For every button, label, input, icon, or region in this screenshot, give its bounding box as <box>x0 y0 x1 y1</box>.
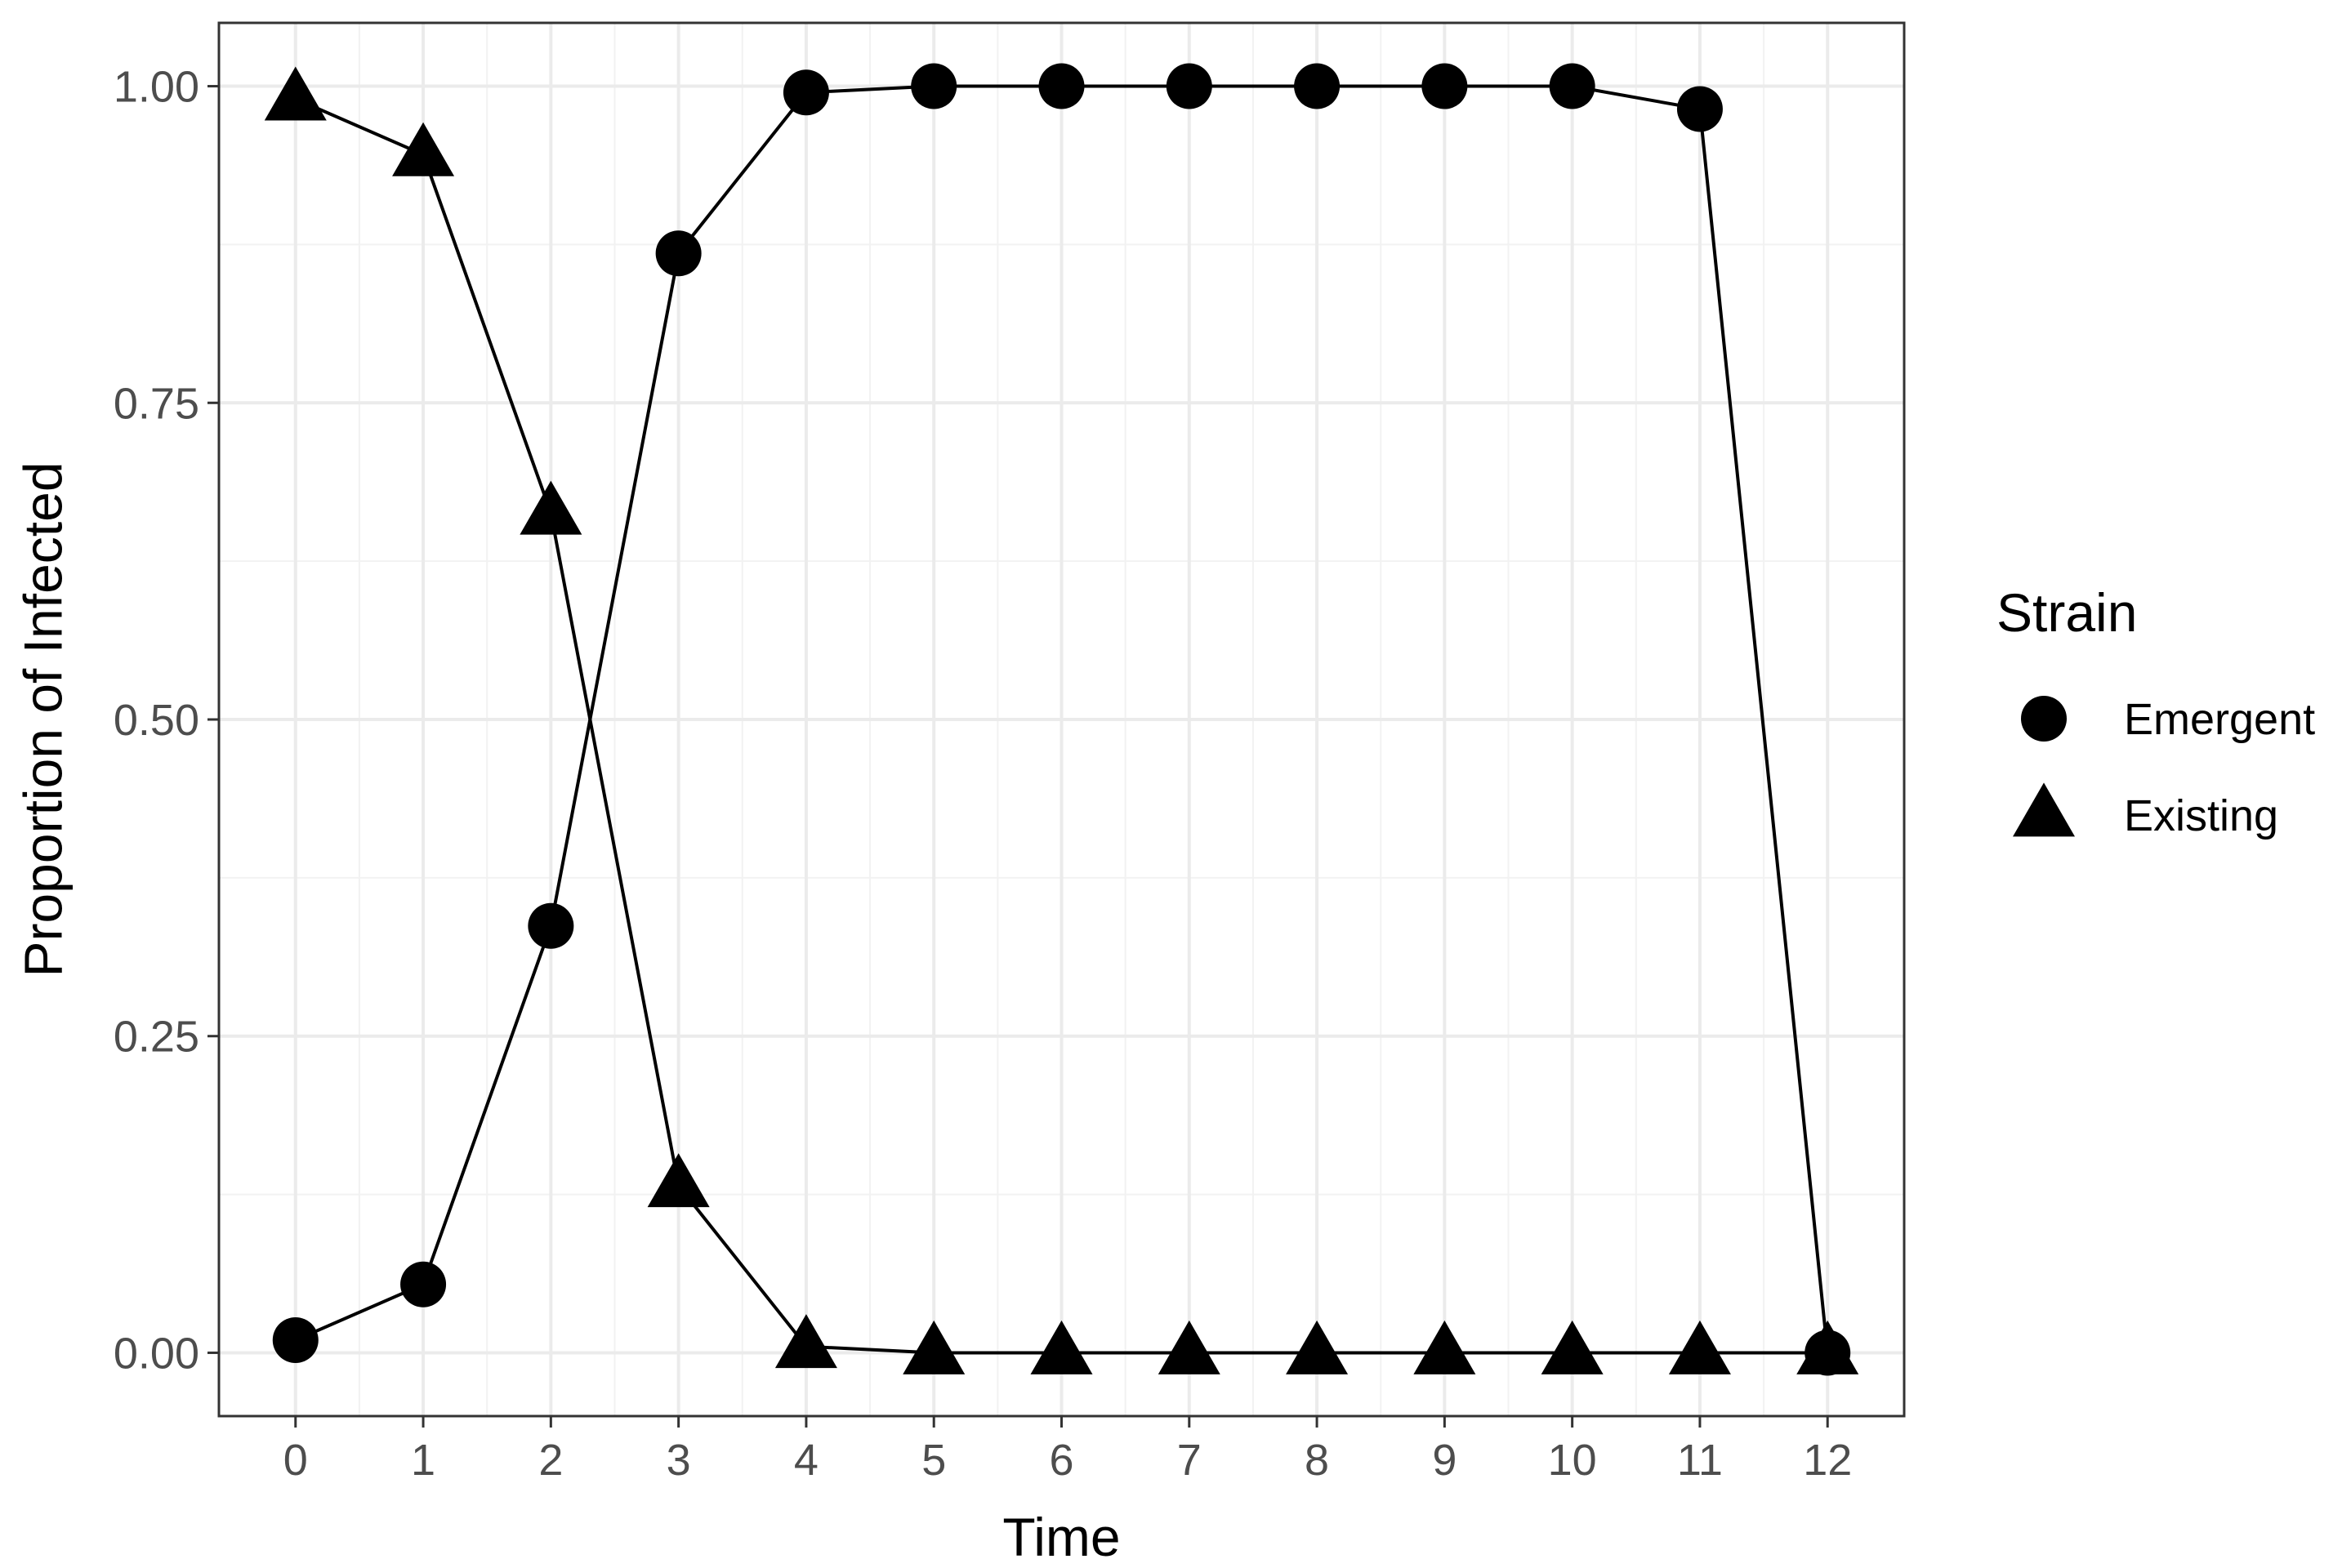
x-axis-title: Time <box>1002 1507 1120 1567</box>
legend-key-existing <box>2013 782 2075 837</box>
data-point-existing <box>1668 1320 1731 1374</box>
x-tick-label: 12 <box>1803 1436 1852 1485</box>
data-point-emergent <box>911 63 957 109</box>
legend: Strain Emergent Existing <box>1996 582 2315 840</box>
y-tick-label: 0.50 <box>114 696 199 745</box>
legend-label-emergent: Emergent <box>2124 695 2315 744</box>
axis-ticks <box>207 85 1829 1428</box>
y-axis-title: Proportion of Infected <box>12 461 73 977</box>
x-tick-label: 2 <box>538 1436 563 1485</box>
data-point-existing <box>1796 1320 1859 1374</box>
data-point-emergent <box>272 1316 319 1363</box>
x-tick-label: 3 <box>667 1436 691 1485</box>
data-point-emergent <box>400 1261 447 1307</box>
x-axis-tick-labels: 0 1 2 3 4 5 6 7 8 9 10 11 12 <box>283 1436 1853 1485</box>
data-point-existing <box>774 1314 837 1369</box>
x-tick-label: 11 <box>1677 1436 1723 1485</box>
data-point-existing <box>1541 1320 1604 1374</box>
data-point-emergent <box>1038 63 1085 109</box>
data-point-existing <box>520 480 582 535</box>
x-tick-label: 10 <box>1548 1436 1597 1485</box>
data-point-emergent <box>1676 86 1723 132</box>
data-point-emergent <box>655 230 702 277</box>
series-points <box>264 63 1859 1376</box>
legend-key-emergent <box>2021 696 2067 742</box>
data-point-emergent <box>528 902 574 949</box>
x-tick-label: 8 <box>1305 1436 1329 1485</box>
data-point-existing <box>1286 1320 1349 1374</box>
y-axis-tick-labels: 0.00 0.25 0.50 0.75 1.00 <box>114 63 199 1379</box>
data-point-existing <box>903 1320 966 1374</box>
x-tick-label: 7 <box>1177 1436 1202 1485</box>
y-tick-label: 0.25 <box>114 1013 199 1062</box>
y-tick-label: 0.75 <box>114 379 199 428</box>
y-tick-label: 1.00 <box>114 63 199 112</box>
data-point-emergent <box>1421 63 1468 109</box>
x-tick-label: 4 <box>794 1436 819 1485</box>
data-point-existing <box>647 1153 710 1208</box>
x-tick-label: 0 <box>283 1436 308 1485</box>
data-point-emergent <box>1549 63 1595 109</box>
legend-title: Strain <box>1996 582 2137 643</box>
legend-label-existing: Existing <box>2124 791 2278 840</box>
x-tick-label: 6 <box>1049 1436 1073 1485</box>
x-tick-label: 5 <box>921 1436 946 1485</box>
x-tick-label: 1 <box>411 1436 435 1485</box>
y-tick-label: 0.00 <box>114 1329 199 1378</box>
legend-items: Emergent Existing <box>2013 695 2315 840</box>
data-point-emergent <box>1294 63 1341 109</box>
data-point-existing <box>1158 1320 1220 1374</box>
data-point-emergent <box>1166 63 1212 109</box>
data-point-existing <box>264 66 327 121</box>
data-point-existing <box>1030 1320 1093 1374</box>
x-tick-label: 9 <box>1432 1436 1457 1485</box>
data-point-existing <box>392 122 455 176</box>
data-point-emergent <box>783 69 829 116</box>
data-point-existing <box>1413 1320 1476 1374</box>
